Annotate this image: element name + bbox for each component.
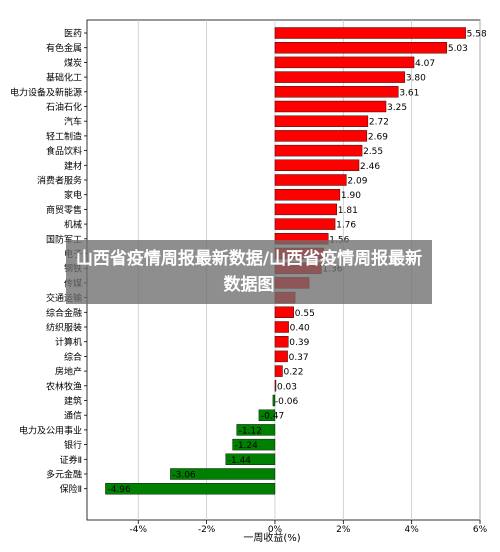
value-label: 5.03 <box>448 44 468 54</box>
category-label: 煤炭 <box>64 57 82 69</box>
category-label: 综合 <box>64 351 82 363</box>
bar <box>274 115 369 127</box>
bar <box>274 203 338 216</box>
watermark-title-overlay: 山西省疫情周报最新数据/山西省疫情周报最新数据图 <box>66 240 432 304</box>
value-label: -1.44 <box>228 456 252 466</box>
bar <box>105 483 276 495</box>
category-label: 综合金融 <box>46 307 82 319</box>
category-label: 房地产 <box>55 366 82 378</box>
x-tick-label: 2% <box>336 525 351 535</box>
bar <box>274 71 406 83</box>
bar <box>274 188 341 201</box>
x-tick-label: 6% <box>473 525 488 535</box>
category-label: 医药 <box>64 29 82 40</box>
x-axis-label: 一周收益(%) <box>243 531 300 544</box>
bar <box>274 56 415 69</box>
value-label: 5.58 <box>467 30 487 40</box>
bar <box>274 321 289 333</box>
value-label: -3.06 <box>172 471 196 481</box>
value-label: -4.96 <box>107 485 131 495</box>
bar <box>274 27 466 39</box>
value-label: -0.47 <box>261 412 284 422</box>
bar <box>274 42 448 54</box>
value-label: 1.81 <box>338 206 358 216</box>
value-label: 0.22 <box>283 368 303 378</box>
bar <box>274 365 283 377</box>
category-label: 基础化工 <box>46 72 82 84</box>
category-label: 建筑 <box>64 395 82 407</box>
category-label: 电力及公用事业 <box>19 424 82 436</box>
category-label: 家电 <box>64 189 82 201</box>
value-label: 2.09 <box>347 177 367 187</box>
bar <box>274 350 288 363</box>
bar <box>274 100 387 113</box>
bar <box>274 306 294 318</box>
value-label: 1.76 <box>336 221 356 231</box>
value-label: 2.55 <box>363 147 383 157</box>
bar <box>272 394 276 407</box>
x-tick-label: 0% <box>268 525 283 535</box>
category-label: 建材 <box>64 160 82 172</box>
category-label: 证券Ⅱ <box>60 454 82 466</box>
value-label: 3.25 <box>387 103 407 113</box>
value-label: 3.61 <box>399 88 419 98</box>
category-label: 有色金属 <box>46 42 82 54</box>
category-label: 计算机 <box>55 336 82 348</box>
bar <box>274 336 289 348</box>
category-label: 石油石化 <box>46 101 82 113</box>
bar <box>232 438 276 451</box>
bar <box>274 130 368 142</box>
bar <box>236 424 276 436</box>
category-label: 农林牧渔 <box>46 380 82 392</box>
category-label: 机械 <box>64 219 82 231</box>
category-label: 汽车 <box>64 116 82 128</box>
value-label: -1.12 <box>239 426 262 436</box>
x-axis-ticks: -4% -2% 0% 2% 4% 6% <box>129 520 488 535</box>
value-label: 2.69 <box>368 132 388 142</box>
category-label: 轻工制造 <box>46 130 82 142</box>
value-label: 0.39 <box>289 338 309 348</box>
value-label: 2.72 <box>369 118 389 128</box>
value-label: -0.06 <box>275 397 299 407</box>
category-label: 通信 <box>64 410 82 422</box>
x-tick-label: -2% <box>198 525 216 535</box>
x-tick-label: 4% <box>405 525 420 535</box>
value-label: 3.80 <box>406 74 426 84</box>
bar <box>170 468 276 480</box>
value-label: 0.40 <box>290 324 310 334</box>
category-label: 多元金融 <box>46 469 82 481</box>
value-label: 0.03 <box>277 382 297 392</box>
category-label: 电力设备及新能源 <box>10 86 82 98</box>
value-label: 0.55 <box>295 309 315 319</box>
category-labels: 医药有色金属煤炭基础化工电力设备及新能源石油石化汽车轻工制造食品饮料建材消费者服… <box>10 29 87 495</box>
bar <box>274 380 277 392</box>
bar <box>274 174 347 186</box>
value-label: 4.07 <box>415 59 435 69</box>
value-label: 1.90 <box>341 191 361 201</box>
value-label: -1.24 <box>235 441 259 451</box>
category-label: 食品饮料 <box>46 145 82 157</box>
bar <box>225 453 276 465</box>
category-label: 保险Ⅱ <box>60 483 82 495</box>
bar <box>274 159 360 172</box>
category-label: 纺织服装 <box>46 322 82 334</box>
value-label: 2.46 <box>360 162 380 172</box>
bar <box>258 409 276 421</box>
category-label: 银行 <box>64 439 82 451</box>
bar <box>274 218 336 230</box>
category-label: 消费者服务 <box>37 175 82 187</box>
value-label: 0.37 <box>289 353 309 363</box>
bar <box>274 144 363 157</box>
x-tick-label: -4% <box>129 525 147 535</box>
bar <box>274 86 399 98</box>
category-label: 商贸零售 <box>46 204 82 216</box>
